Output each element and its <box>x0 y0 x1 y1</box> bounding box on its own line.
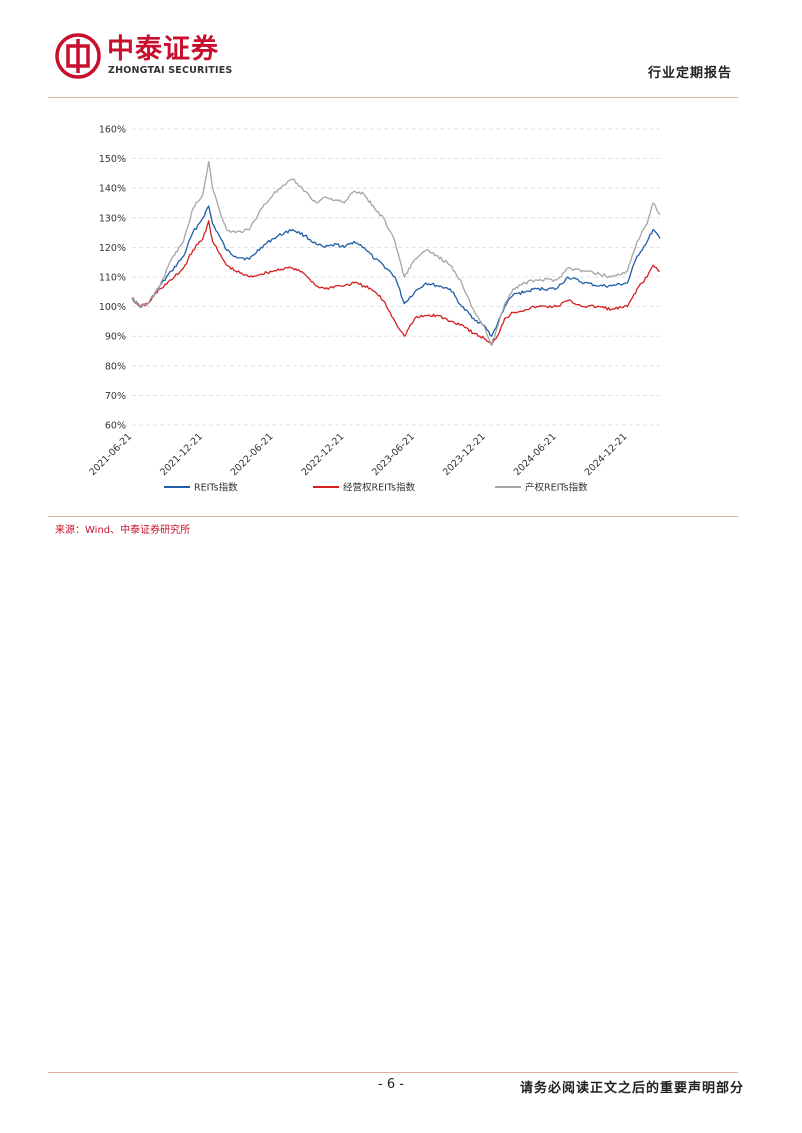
x-tick-label: 2023-12-21 <box>441 431 488 478</box>
x-tick-label: 2022-12-21 <box>300 431 347 478</box>
page-number: - 6 - <box>378 1077 404 1092</box>
series-line-2 <box>131 160 661 346</box>
footer-divider <box>48 1072 738 1073</box>
disclaimer: 请务必阅读正文之后的重要声明部分 <box>519 1081 744 1096</box>
y-tick-label: 60% <box>105 421 126 432</box>
y-tick-label: 80% <box>105 361 126 372</box>
x-tick-label: 2021-06-21 <box>87 431 134 478</box>
x-tick-label: 2023-06-21 <box>370 431 417 478</box>
source-note: 来源：Wind、中泰证券研究所 <box>55 525 191 536</box>
chart-series <box>131 160 661 346</box>
y-tick-label: 130% <box>99 213 126 224</box>
legend-label-2: 产权REITs指数 <box>525 482 588 494</box>
reits-index-chart: 160% 150% 140% 130% 120% 110% 100% 90% 80% 70% 60%… <box>48 110 738 505</box>
y-tick-label: 160% <box>99 125 126 136</box>
chart-legend: REITs指数 经营权REITs指数 产权REITs指数 <box>164 482 588 494</box>
brand-logo: 中泰证券 ZHONGTAI SECURITIES <box>55 33 255 81</box>
y-axis-ticks: 160% 150% 140% 130% 120% 110% 100% 90% 80% 70% 60% <box>99 125 126 432</box>
y-tick-label: 110% <box>99 273 126 284</box>
y-tick-label: 90% <box>105 332 126 343</box>
series-line-1 <box>131 220 661 346</box>
chart-bottom-divider <box>48 516 738 517</box>
y-tick-label: 70% <box>105 391 126 402</box>
brand-mark-icon <box>55 33 101 79</box>
y-tick-label: 150% <box>99 154 126 165</box>
chart-gridlines <box>132 128 660 426</box>
x-tick-label: 2024-12-21 <box>583 431 630 478</box>
series-line-0 <box>131 205 661 337</box>
legend-label-0: REITs指数 <box>194 482 238 494</box>
brand-name-en: ZHONGTAI SECURITIES <box>108 65 233 76</box>
y-tick-label: 120% <box>99 243 126 254</box>
x-tick-label: 2022-06-21 <box>229 431 276 478</box>
x-axis-ticks: 2021-06-21 2021-12-21 2022-06-21 2022-12-21… <box>87 431 629 478</box>
header-divider <box>48 97 738 98</box>
y-tick-label: 100% <box>99 302 126 313</box>
x-tick-label: 2021-12-21 <box>158 431 205 478</box>
chart-canvas: 160% 150% 140% 130% 120% 110% 100% 90% 80% 70% 60%… <box>87 125 661 494</box>
y-tick-label: 140% <box>99 184 126 195</box>
brand-name-cn: 中泰证券 <box>107 34 219 65</box>
legend-label-1: 经营权REITs指数 <box>343 482 416 494</box>
x-tick-label: 2024-06-21 <box>512 431 559 478</box>
report-type: 行业定期报告 <box>647 66 732 81</box>
